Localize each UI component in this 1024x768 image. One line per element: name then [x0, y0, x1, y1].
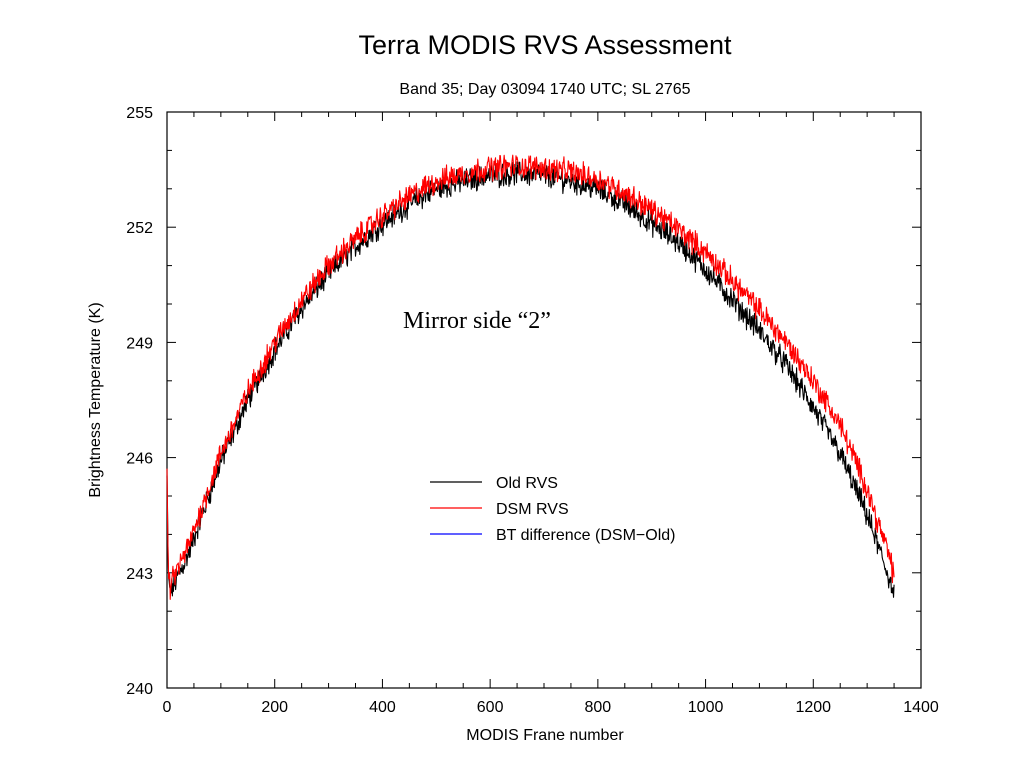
y-tick-label: 249 [126, 335, 153, 352]
chart-title: Terra MODIS RVS Assessment [358, 30, 732, 60]
axis-ticks: 0 200 400 600 800 1000 1200 1400 240 243 246 249 252… [126, 105, 939, 716]
x-axis-label: MODIS Frane number [466, 727, 624, 744]
y-tick-label: 243 [126, 566, 153, 583]
x-tick-label: 1000 [688, 699, 724, 716]
chart-subtitle: Band 35; Day 03094 1740 UTC; SL 2765 [399, 81, 690, 98]
x-tick-label: 800 [585, 699, 612, 716]
series-lines [166, 154, 895, 600]
y-tick-label: 252 [126, 220, 153, 237]
y-tick-label: 240 [126, 681, 153, 698]
legend-label-2: BT difference (DSM−Old) [496, 527, 675, 544]
x-tick-label: 0 [163, 699, 172, 716]
y-axis-label: Brightness Temperature (K) [87, 302, 104, 497]
legend-label-0: Old RVS [496, 475, 558, 492]
series-line-1 [166, 154, 895, 600]
x-tick-label: 1400 [903, 699, 939, 716]
x-tick-label: 1200 [795, 699, 831, 716]
legend: Old RVS DSM RVS BT difference (DSM−Old) [430, 475, 675, 544]
y-tick-label: 255 [126, 105, 153, 122]
x-tick-label: 200 [261, 699, 288, 716]
x-tick-label: 600 [477, 699, 504, 716]
mirror-side-annotation: Mirror side “2” [403, 308, 551, 334]
x-tick-label: 400 [369, 699, 396, 716]
legend-label-1: DSM RVS [496, 501, 569, 518]
y-tick-label: 246 [126, 451, 153, 468]
